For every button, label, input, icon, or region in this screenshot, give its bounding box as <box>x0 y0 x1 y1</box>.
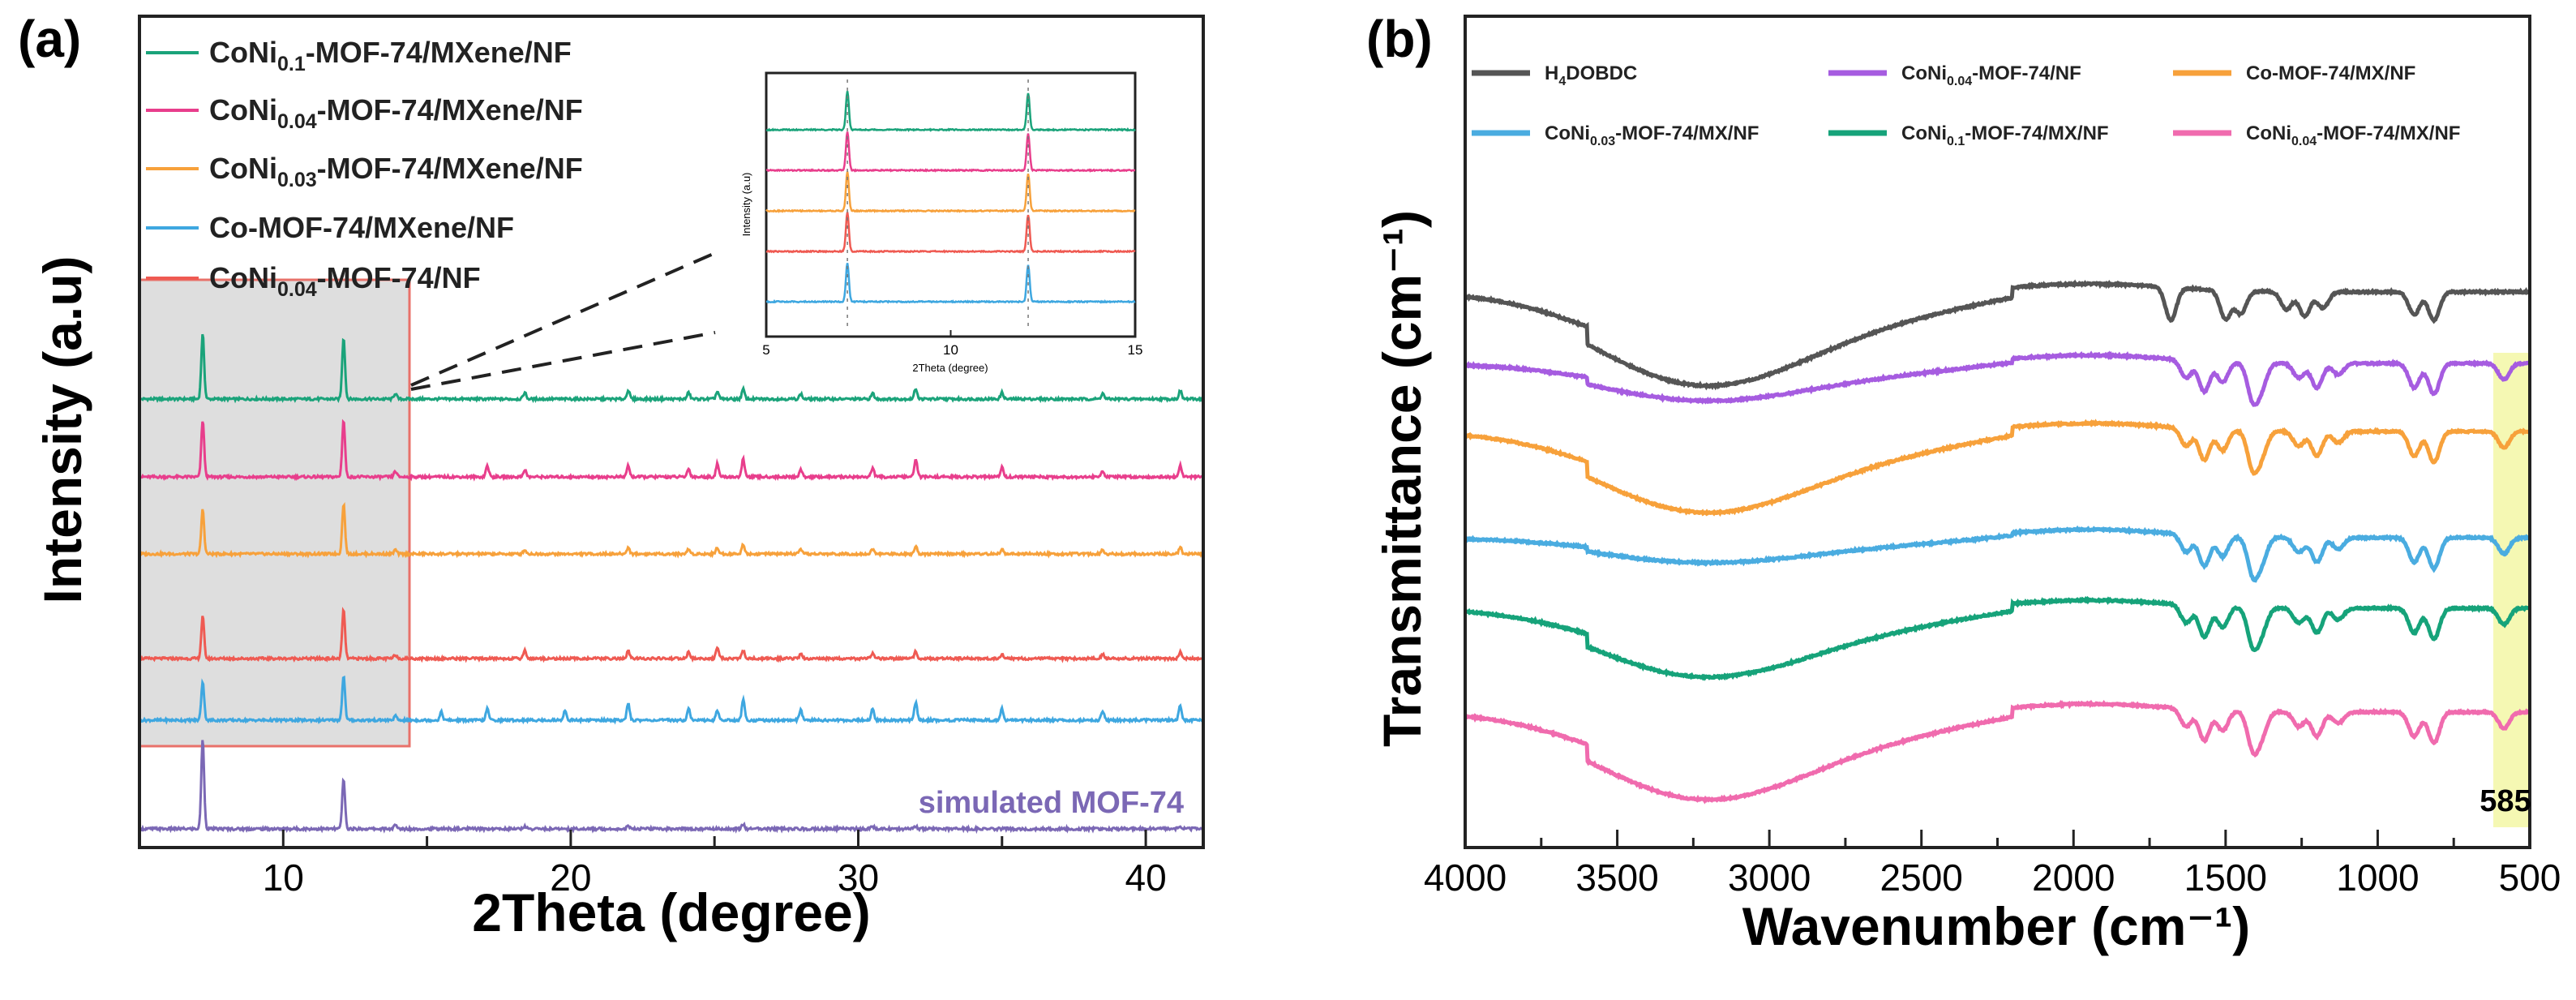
panel-a: 10 20 30 40 2Theta (degree) Intensity (a.u)… <box>32 15 1205 942</box>
legend-entry-b: H4DOBDC <box>1545 62 1637 88</box>
x-tick-label-b: 2000 <box>2032 856 2115 899</box>
inset-y-axis-title: Intensity (a.u) <box>740 173 752 237</box>
simulated-label: simulated MOF-74 <box>919 786 1184 820</box>
xrd-series-group <box>138 333 1205 835</box>
x-axis-b: 4000 3500 3000 2500 2000 1500 1000 500 <box>1424 830 2561 899</box>
inset-line-4 <box>765 263 1136 304</box>
legend-entry-b: Co-MOF-74/MX/NF <box>2246 62 2415 84</box>
x-axis-a: 10 20 30 40 <box>263 830 1167 899</box>
legend-b: H4DOBDC CoNi0.04-MOF-74/NF Co-MOF-74/MX/NF… <box>1472 62 2460 148</box>
zoom-connector-lower <box>410 331 716 391</box>
legend-entry-a: CoNi0.04-MOF-74/NF <box>209 261 481 301</box>
xrd-line-5 <box>139 740 1205 835</box>
inset-chart: 5 10 15 2Theta (degree) Intensity (a.u) <box>740 71 1142 374</box>
inset-series-group <box>765 79 1136 330</box>
inset-line-1 <box>765 131 1135 173</box>
ftir-line-1 <box>1464 350 2532 407</box>
legend-entry-a: CoNi0.1-MOF-74/MXene/NF <box>209 36 572 75</box>
x-tick-label-b: 3000 <box>1728 856 1811 899</box>
ftir-line-4 <box>1464 595 2532 681</box>
legend-entry-b: CoNi0.04-MOF-74/NF <box>1901 62 2081 88</box>
inset-line-3 <box>765 212 1136 254</box>
ftir-line-3 <box>1464 525 2532 583</box>
x-tick-label-a: 20 <box>550 856 591 899</box>
legend-entry-b: CoNi0.1-MOF-74/MX/NF <box>1901 122 2109 148</box>
y-axis-title-b: Transmittance (cm⁻¹) <box>1372 210 1432 747</box>
x-axis-title-b: Wavenumber (cm⁻¹) <box>1742 896 2250 956</box>
legend-entry-a: Co-MOF-74/MXene/NF <box>209 211 514 244</box>
x-tick-label-a: 40 <box>1125 856 1166 899</box>
inset-x-tick-label: 5 <box>762 342 769 358</box>
inset-line-0 <box>765 91 1136 132</box>
x-tick-label-a: 30 <box>838 856 879 899</box>
highlight-band <box>2492 353 2530 827</box>
x-tick-label-b: 3500 <box>1575 856 1658 899</box>
legend-entry-b: CoNi0.03-MOF-74/MX/NF <box>1545 122 1759 148</box>
x-tick-label-a: 10 <box>263 856 304 899</box>
inset-x-tick-label: 10 <box>943 342 958 358</box>
plot-area-a <box>138 15 1205 849</box>
zoom-region <box>138 278 411 748</box>
annotation-585: 585 <box>2480 784 2531 818</box>
inset-x-axis: 5 10 15 <box>762 330 1142 358</box>
ftir-line-2 <box>1464 418 2531 517</box>
zoom-connector-upper <box>410 251 716 387</box>
panel-b-label: (b) <box>1366 10 1433 68</box>
x-tick-label-b: 2500 <box>1880 856 1963 899</box>
panel-b: 4000 3500 3000 2500 2000 1500 1000 500 Wavenumb… <box>1372 15 2561 956</box>
xrd-line-0 <box>138 333 1204 404</box>
x-tick-label-b: 4000 <box>1424 856 1507 899</box>
inset-x-tick-label: 15 <box>1128 342 1143 358</box>
legend-a: CoNi0.1-MOF-74/MXene/NF CoNi0.04-MOF-74/M… <box>146 36 583 301</box>
ftir-line-0 <box>1464 279 2531 391</box>
xrd-line-3 <box>138 675 1205 725</box>
ftir-line-5 <box>1464 699 2531 805</box>
ftir-series-group <box>1464 279 2532 805</box>
legend-entry-a: CoNi0.04-MOF-74/MXene/NF <box>209 93 583 133</box>
xrd-line-4 <box>139 607 1204 663</box>
inset-frame <box>765 71 1137 338</box>
x-tick-label-b: 1500 <box>2184 856 2267 899</box>
inset-x-axis-title: 2Theta (degree) <box>912 362 988 374</box>
x-tick-label-b: 1000 <box>2336 856 2419 899</box>
legend-entry-b: CoNi0.04-MOF-74/MX/NF <box>2246 122 2460 148</box>
inset-line-2 <box>765 171 1136 213</box>
x-axis-title-a: 2Theta (degree) <box>472 882 870 942</box>
panel-a-label: (a) <box>18 10 81 68</box>
y-axis-title-a: Intensity (a.u) <box>32 255 92 603</box>
xrd-line-1 <box>139 418 1204 482</box>
xrd-line-2 <box>139 501 1204 559</box>
x-tick-label-b: 500 <box>2499 856 2561 899</box>
legend-entry-a: CoNi0.03-MOF-74/MXene/NF <box>209 152 583 191</box>
